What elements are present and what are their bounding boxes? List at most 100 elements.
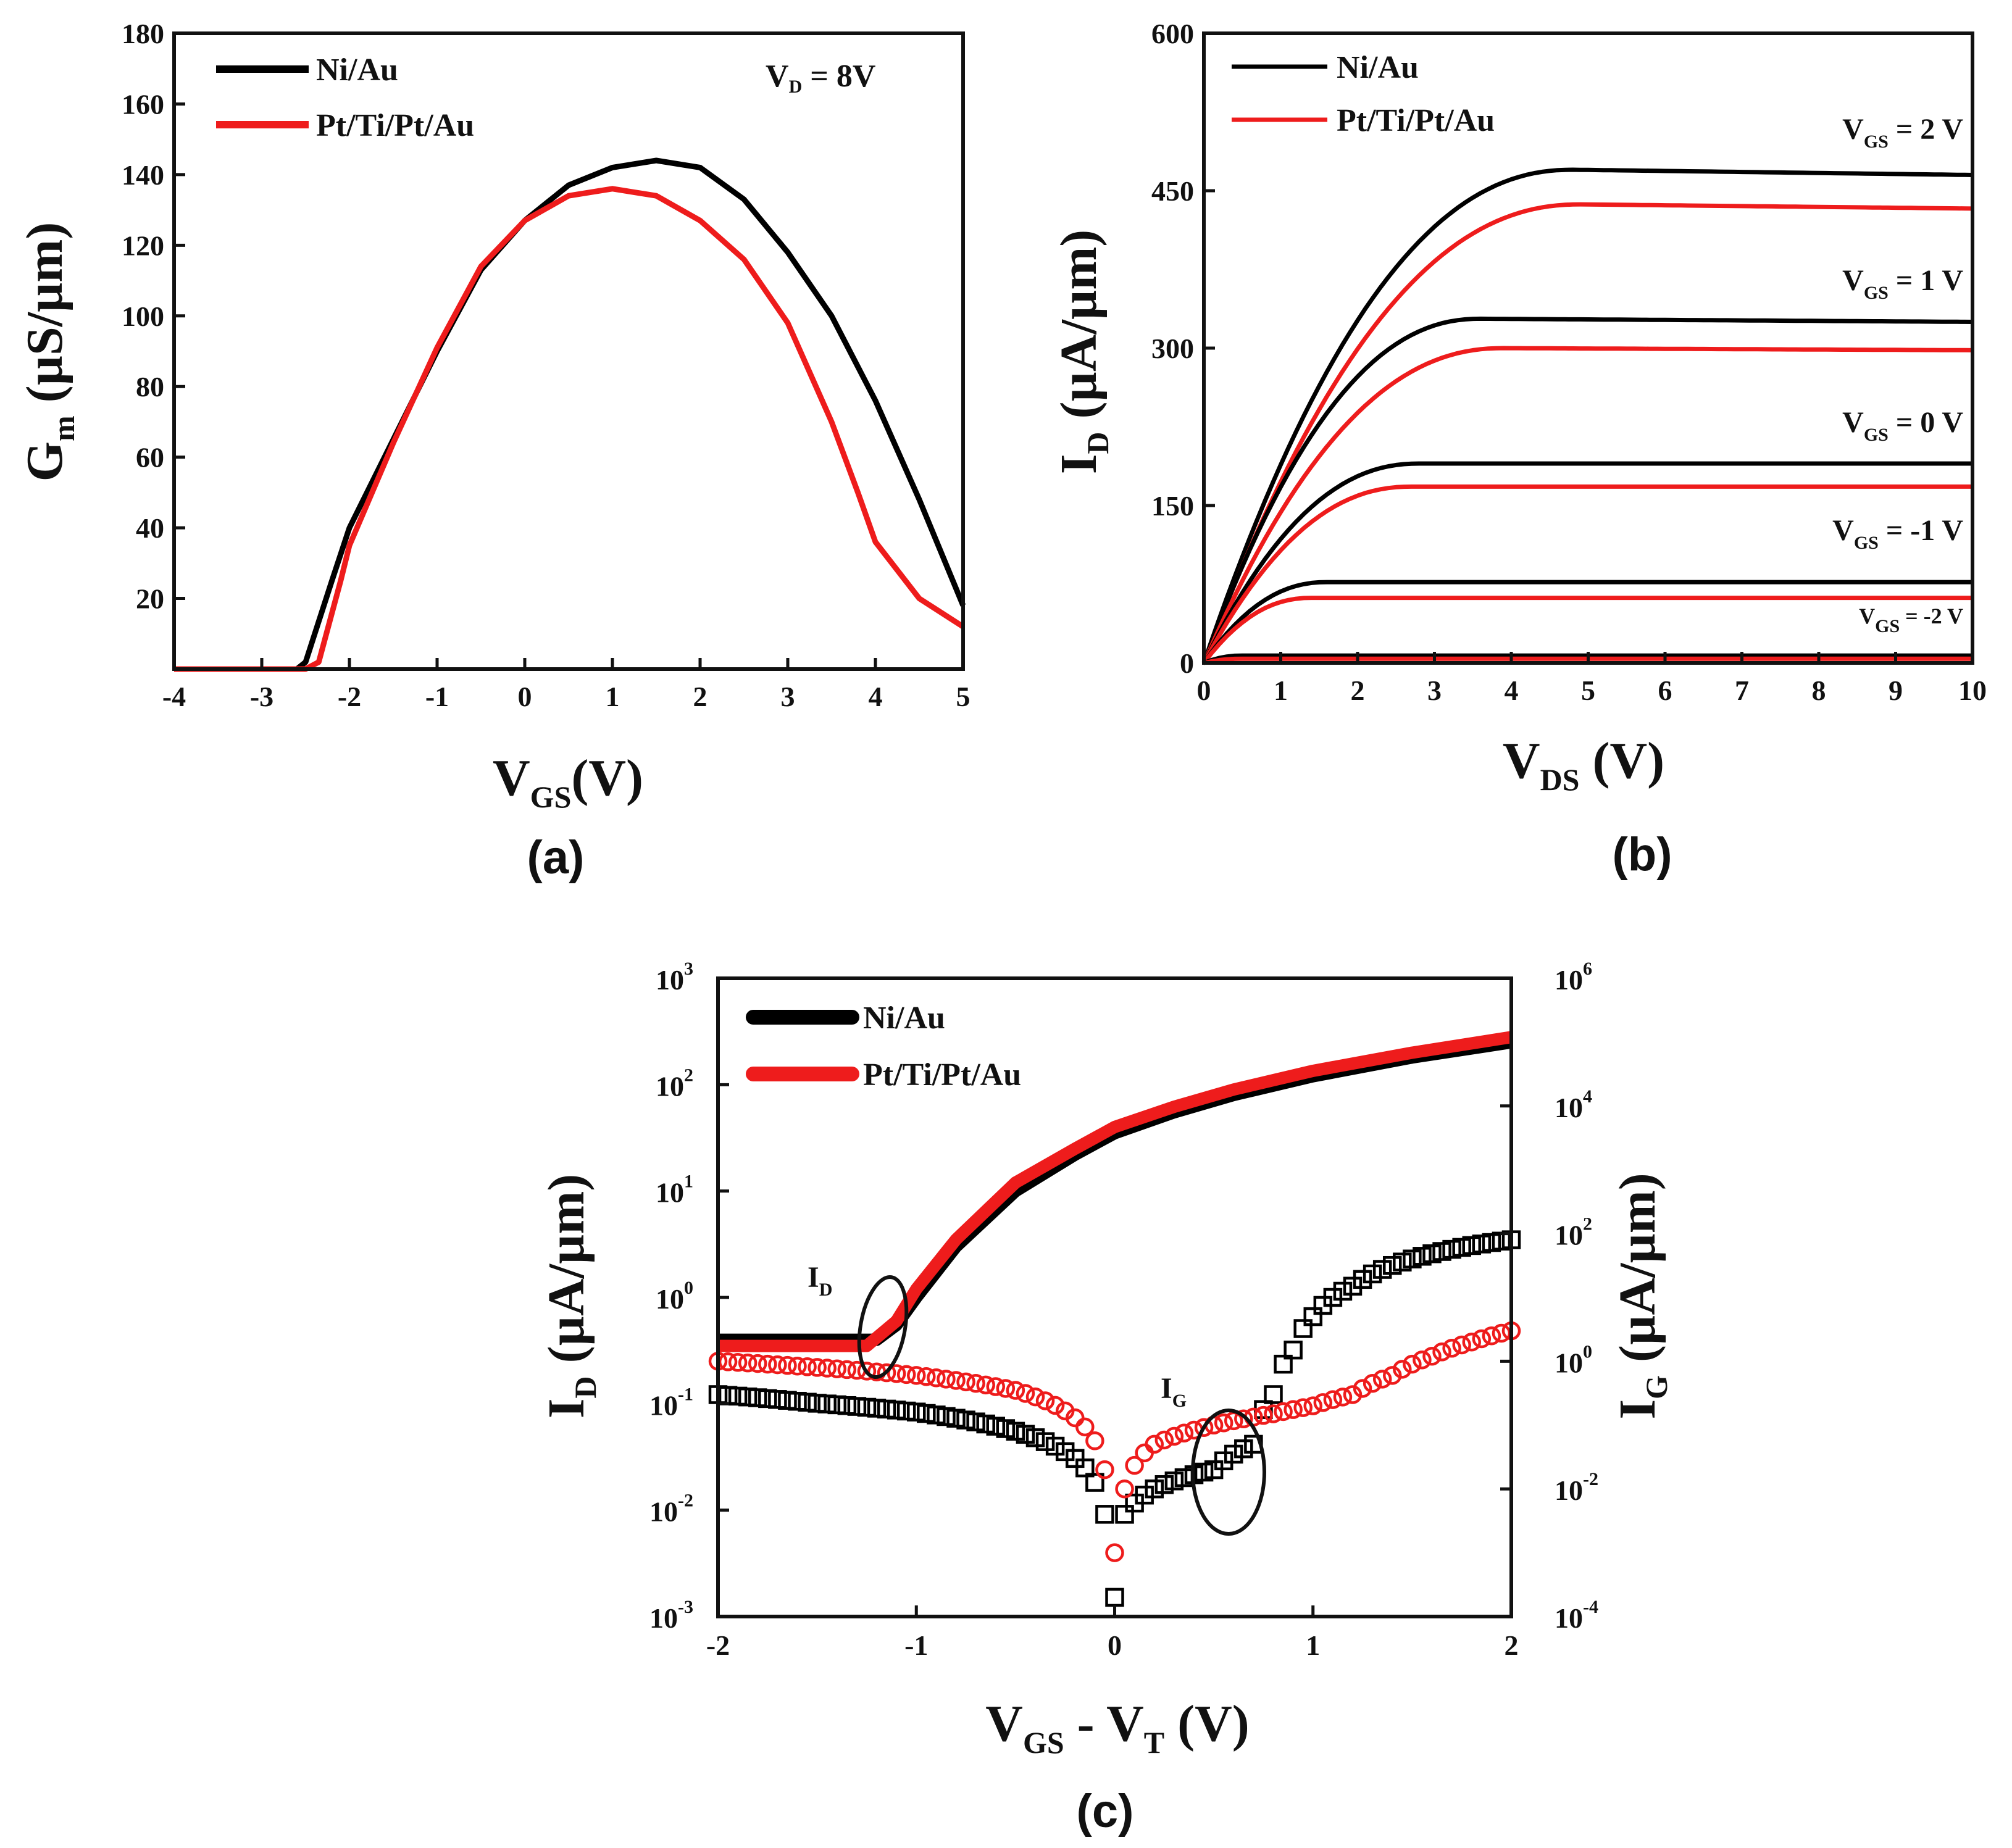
label-part: = 8V <box>802 59 875 94</box>
ig-marker-ni-au <box>1452 1238 1471 1257</box>
tick-base: 10 <box>1555 1602 1583 1634</box>
ig-marker-pt-ti-pt-au <box>966 1374 985 1393</box>
x-axis-label: VGS(V) <box>493 749 643 814</box>
ig-marker-ni-au <box>1145 1479 1164 1499</box>
ig-marker-pt-ti-pt-au <box>1006 1381 1025 1400</box>
tick-exponent: -1 <box>678 1384 693 1404</box>
ig-marker-pt-ti-pt-au <box>1462 1333 1481 1352</box>
label-part: V <box>1842 406 1864 439</box>
ig-marker-pt-ti-pt-au <box>788 1356 807 1376</box>
ig-marker-pt-ti-pt-au <box>1085 1431 1104 1451</box>
label-part: I <box>1609 1399 1666 1420</box>
ig-marker-pt-ti-pt-au <box>1284 1400 1303 1419</box>
ig-marker-pt-ti-pt-au <box>1353 1379 1372 1398</box>
ig-marker-pt-ti-pt-au <box>1333 1388 1353 1407</box>
ig-marker-ni-au <box>1085 1473 1104 1492</box>
ig-marker-pt-ti-pt-au <box>1264 1404 1283 1423</box>
y-tick-label: 120 <box>122 230 164 261</box>
id-line-ni-au <box>718 1036 1513 1346</box>
ig-marker-pt-ti-pt-au <box>1363 1374 1382 1393</box>
label-part: I <box>538 1399 595 1419</box>
ig-marker-ni-au <box>1224 1444 1243 1464</box>
ig-marker-ni-au <box>1095 1505 1114 1524</box>
panel-c: -2 -1 0 1 210-310-210-110010110210310-410-21… <box>538 959 1674 1838</box>
ig-marker-ni-au <box>1006 1421 1025 1441</box>
y-axis-label: ID (µA/µm) <box>1050 230 1115 475</box>
x-tick-label: 5 <box>956 681 971 712</box>
ig-marker-pt-ti-pt-au <box>1045 1396 1065 1415</box>
ig-marker-pt-ti-pt-au <box>718 1352 738 1371</box>
label-part: = 1 V <box>1889 264 1963 297</box>
y-tick-label: 40 <box>136 512 164 544</box>
x-tick-label: 0 <box>1108 1629 1122 1661</box>
ig-highlight-ellipse <box>1191 1409 1266 1536</box>
tick-base: 10 <box>1555 964 1583 996</box>
ig-marker-ni-au <box>817 1394 837 1413</box>
ig-marker-pt-ti-pt-au <box>917 1367 936 1386</box>
vgs-curve-label: VGS = -1 V <box>1832 514 1963 553</box>
ig-marker-ni-au <box>1035 1432 1055 1451</box>
ig-marker-ni-au <box>966 1412 985 1431</box>
ig-marker-pt-ti-pt-au <box>798 1357 817 1376</box>
label-part: GS <box>1864 131 1889 152</box>
tick-base: 10 <box>1555 1347 1583 1378</box>
y-right-tick-label: 104 <box>1555 1086 1592 1123</box>
ig-marker-ni-au <box>1164 1471 1184 1491</box>
ig-marker-ni-au <box>976 1414 995 1434</box>
gm-line-ni-au <box>174 157 966 672</box>
y-left-tick-label: 10-3 <box>649 1597 693 1634</box>
id-vds-line <box>1201 316 1973 664</box>
ig-marker-ni-au <box>827 1395 846 1415</box>
ig-marker-pt-ti-pt-au <box>1313 1393 1333 1412</box>
y-left-axis-label: ID (µA/µm) <box>538 1174 603 1419</box>
ig-marker-ni-au <box>1383 1255 1402 1275</box>
label-part: GS <box>1854 533 1879 553</box>
y-tick-label: 20 <box>136 583 164 615</box>
ig-marker-ni-au <box>877 1399 896 1419</box>
ig-marker-pt-ti-pt-au <box>1174 1423 1194 1442</box>
tick-base: 10 <box>656 1177 684 1209</box>
ig-marker-ni-au <box>1442 1239 1461 1259</box>
ig-marker-ni-au <box>907 1402 926 1421</box>
x-tick-label: -2 <box>706 1629 730 1661</box>
tick-base: 10 <box>649 1496 678 1528</box>
y-axis-label: Gm (µS/µm) <box>16 222 81 482</box>
ig-marker-pt-ti-pt-au <box>877 1363 896 1383</box>
id-vds-line <box>1202 580 1972 665</box>
tick-exponent: -2 <box>1583 1469 1598 1489</box>
ig-marker-ni-au <box>1135 1485 1154 1505</box>
label-part: - V <box>1064 1695 1144 1752</box>
ig-marker-ni-au <box>718 1386 738 1405</box>
y-left-tick-label: 10-1 <box>649 1384 693 1421</box>
ig-marker-ni-au <box>1115 1505 1134 1524</box>
ig-marker-pt-ti-pt-au <box>1432 1342 1451 1362</box>
tick-base: 10 <box>656 1070 684 1102</box>
ig-marker-ni-au <box>748 1388 767 1407</box>
label-part: (µA/µm) <box>1609 1173 1666 1375</box>
id-vds-line <box>1201 202 1973 664</box>
vgs-curve-label: VGS = 1 V <box>1842 264 1963 303</box>
ig-marker-ni-au <box>1016 1425 1035 1444</box>
ig-marker-pt-ti-pt-au <box>1214 1413 1233 1433</box>
ig-marker-ni-au <box>1293 1319 1313 1338</box>
label-part: m <box>46 415 81 441</box>
ig-marker-ni-au <box>1432 1242 1451 1261</box>
ig-marker-pt-ti-pt-au <box>768 1355 787 1375</box>
id-annotation: ID <box>808 1261 832 1300</box>
legend-label: Pt/Ti/Pt/Au <box>863 1057 1021 1093</box>
x-tick-label: 1 <box>1306 1629 1320 1661</box>
ig-marker-pt-ti-pt-au <box>1125 1455 1144 1475</box>
y-right-tick-label: 100 <box>1555 1341 1592 1378</box>
caption-c: (c) <box>1077 1785 1134 1838</box>
tick-exponent: -2 <box>678 1491 693 1511</box>
ig-marker-ni-au <box>1393 1252 1412 1272</box>
ig-marker-pt-ti-pt-au <box>956 1372 975 1392</box>
ig-marker-pt-ti-pt-au <box>1383 1366 1402 1385</box>
label-part: D <box>789 77 803 97</box>
y-left-tick-label: 100 <box>656 1278 693 1315</box>
ig-marker-pt-ti-pt-au <box>1372 1370 1392 1389</box>
ig-marker-pt-ti-pt-au <box>1403 1354 1422 1374</box>
ig-marker-ni-au <box>857 1397 877 1417</box>
x-axis-label: VGS - VT (V) <box>985 1695 1249 1760</box>
